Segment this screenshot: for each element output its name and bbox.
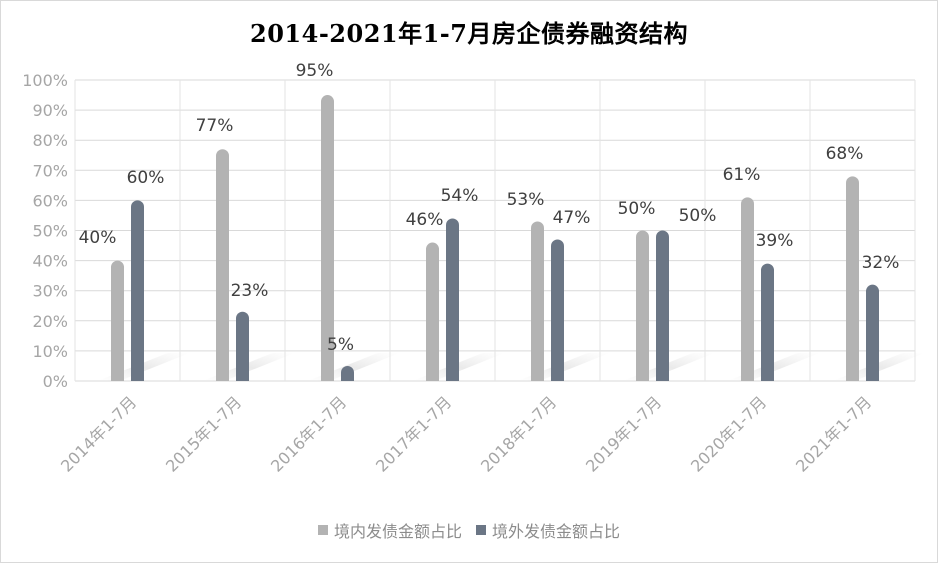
- chart-title: 2014-2021年1-7月房企债券融资结构: [250, 19, 688, 48]
- y-tick-label: 50%: [32, 222, 68, 241]
- bar-base: [446, 374, 459, 381]
- bar-base: [866, 374, 879, 381]
- bar-base: [531, 374, 544, 381]
- y-tick-label: 60%: [32, 191, 68, 210]
- y-tick-label: 0%: [43, 372, 68, 391]
- bar-base: [131, 374, 144, 381]
- data-label-overseas: 54%: [441, 186, 479, 206]
- bar-base: [341, 374, 354, 381]
- bar-domestic: [636, 230, 649, 381]
- y-axis-ticks: 0% 10% 20% 30% 40% 50% 60% 70% 80% 90% 100%: [22, 71, 68, 391]
- x-category-label: 2014年1-7月: [57, 392, 140, 475]
- x-category-label: 2020年1-7月: [687, 392, 770, 475]
- data-label-overseas: 39%: [756, 231, 794, 251]
- legend-swatch-overseas: [476, 525, 486, 535]
- legend-item-overseas: 境外发债金额占比: [476, 518, 620, 542]
- data-label-domestic: 40%: [79, 228, 117, 248]
- bar-domestic: [321, 95, 334, 382]
- bar-base: [846, 374, 859, 381]
- bar-base: [216, 374, 229, 381]
- legend-swatch-domestic: [317, 525, 328, 535]
- data-label-domestic: 68%: [826, 144, 864, 164]
- data-labels: 40% 77% 95% 46% 53% 50% 61% 68% 60% 23% 5% 54% 47% 50…: [79, 61, 900, 355]
- y-tick-label: 30%: [32, 282, 68, 301]
- bar-overseas: [131, 200, 144, 381]
- x-category-label: 2016年1-7月: [267, 392, 350, 475]
- bar-overseas: [551, 239, 564, 381]
- bar-base: [656, 374, 669, 381]
- bar-base: [111, 374, 124, 381]
- data-label-domestic: 95%: [296, 61, 334, 81]
- bar-overseas: [236, 311, 249, 381]
- x-category-label: 2017年1-7月: [372, 392, 455, 475]
- bar-domestic: [426, 242, 439, 381]
- bar-overseas: [866, 284, 879, 381]
- bar-base: [321, 374, 334, 381]
- bar-overseas: [761, 263, 774, 381]
- data-label-domestic: 53%: [507, 190, 545, 210]
- bar-overseas: [446, 218, 459, 381]
- bar-base: [741, 374, 754, 381]
- bar-base: [761, 374, 774, 381]
- bar-domestic: [531, 221, 544, 381]
- data-label-domestic: 61%: [723, 165, 761, 185]
- y-tick-label: 90%: [32, 101, 68, 120]
- bar-domestic: [846, 176, 859, 381]
- y-tick-label: 100%: [22, 71, 68, 90]
- x-category-label: 2021年1-7月: [792, 392, 875, 475]
- legend-item-domestic: 境内发债金额占比: [317, 518, 462, 542]
- y-tick-label: 40%: [32, 252, 68, 271]
- data-label-domestic: 50%: [618, 199, 656, 219]
- y-tick-label: 70%: [32, 161, 68, 180]
- data-label-overseas: 60%: [127, 168, 165, 188]
- y-tick-label: 20%: [32, 312, 68, 331]
- legend-label-overseas: 境外发债金额占比: [492, 522, 621, 541]
- bar-domestic: [111, 260, 124, 381]
- data-label-overseas: 32%: [862, 253, 900, 273]
- legend: 境内发债金额占比 境外发债金额占比: [0, 518, 938, 542]
- x-axis-categories: 2014年1-7月 2015年1-7月 2016年1-7月 2017年1-7月 2018…: [57, 392, 875, 475]
- y-tick-label: 10%: [32, 342, 68, 361]
- data-label-domestic: 46%: [406, 210, 444, 230]
- x-category-label: 2015年1-7月: [162, 392, 245, 475]
- bars: [111, 95, 879, 382]
- bar-base: [426, 374, 439, 381]
- bar-base: [636, 374, 649, 381]
- bar-overseas: [656, 230, 669, 381]
- x-category-label: 2018年1-7月: [477, 392, 560, 475]
- data-label-overseas: 23%: [231, 281, 269, 301]
- data-label-domestic: 77%: [196, 116, 234, 136]
- y-tick-label: 80%: [32, 131, 68, 150]
- bar-domestic: [216, 149, 229, 381]
- data-label-overseas: 47%: [553, 208, 591, 228]
- grid-lines: [74, 79, 916, 382]
- bar-base: [551, 374, 564, 381]
- bar-base: [236, 374, 249, 381]
- data-label-overseas: 5%: [327, 335, 354, 355]
- legend-label-domestic: 境内发债金额占比: [333, 522, 462, 541]
- x-category-label: 2019年1-7月: [582, 392, 665, 475]
- bar-domestic: [741, 197, 754, 381]
- data-label-overseas: 50%: [679, 206, 717, 226]
